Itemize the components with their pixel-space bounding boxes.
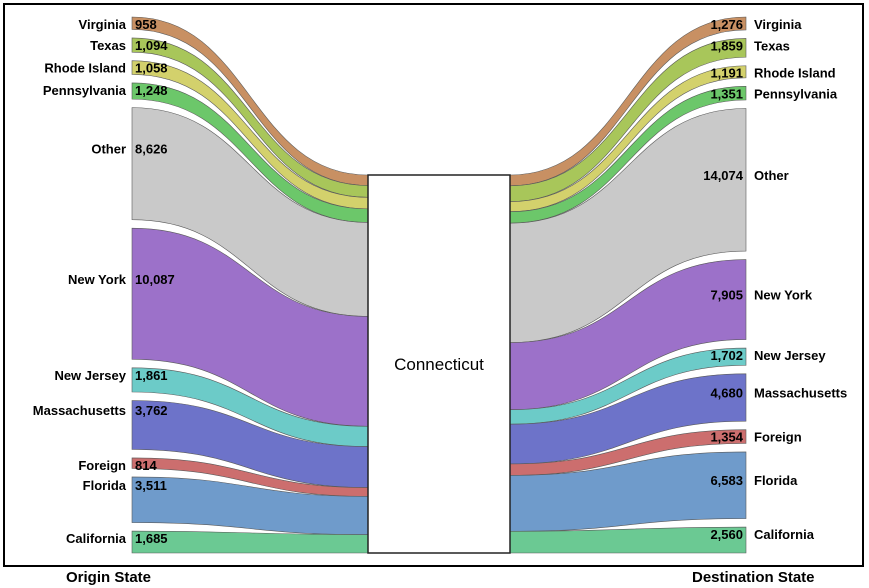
- destination-value-virginia: 1,276: [710, 17, 743, 32]
- destination-value-california: 2,560: [710, 527, 743, 542]
- destination-flow-texas: [509, 38, 747, 202]
- destination-label-other: Other: [754, 168, 789, 183]
- destination-flow-foreign: [509, 429, 747, 476]
- destination-value-pennsylvania: 1,351: [710, 86, 743, 101]
- destination-value-texas: 1,859: [710, 38, 743, 53]
- origin-value-foreign: 814: [135, 458, 157, 473]
- origin-value-new-jersey: 1,861: [135, 368, 168, 383]
- destination-value-massachusetts: 4,680: [710, 386, 743, 401]
- origin-label-new-york: New York: [68, 272, 127, 287]
- destination-label-texas: Texas: [754, 38, 790, 53]
- destination-label-california: California: [754, 527, 815, 542]
- destination-flow-florida: [509, 451, 747, 532]
- chart-frame: Connecticut Virginia 958 Texas 1,094 Rhode Is…: [3, 3, 864, 567]
- center-node-label: Connecticut: [394, 355, 484, 374]
- destination-flow-virginia: [509, 16, 747, 187]
- sankey-chart: Connecticut Virginia 958 Texas 1,094 Rhode Is…: [33, 16, 847, 554]
- origin-value-pennsylvania: 1,248: [135, 83, 168, 98]
- flow-bands: [131, 16, 747, 554]
- destination-label-virginia: Virginia: [754, 17, 802, 32]
- destination-label-rhode-island: Rhode Island: [754, 66, 836, 81]
- origin-value-texas: 1,094: [135, 38, 168, 53]
- origin-value-florida: 3,511: [135, 478, 167, 493]
- origin-label-florida: Florida: [83, 478, 127, 493]
- origin-axis-title: Origin State: [66, 569, 152, 586]
- destination-flow-new-jersey: [509, 347, 747, 425]
- destination-flow-new-york: [509, 259, 747, 411]
- destination-label-florida: Florida: [754, 473, 798, 488]
- destination-value-rhode-island: 1,191: [710, 66, 743, 81]
- destination-value-other: 14,074: [703, 168, 744, 183]
- origin-value-california: 1,685: [135, 531, 168, 546]
- destination-flow-pennsylvania: [509, 86, 747, 224]
- destination-flow-california: [509, 526, 747, 554]
- origin-value-massachusetts: 3,762: [135, 403, 168, 418]
- origin-label-pennsylvania: Pennsylvania: [43, 83, 127, 98]
- origin-label-texas: Texas: [90, 38, 126, 53]
- destination-label-new-jersey: New Jersey: [754, 348, 826, 363]
- origin-label-california: California: [66, 531, 127, 546]
- destination-value-new-jersey: 1,702: [710, 348, 743, 363]
- destination-label-foreign: Foreign: [754, 430, 802, 445]
- destination-label-new-york: New York: [754, 288, 813, 303]
- destination-value-foreign: 1,354: [710, 430, 743, 445]
- destination-value-new-york: 7,905: [710, 288, 743, 303]
- origin-label-rhode-island: Rhode Island: [44, 61, 126, 76]
- origin-label-new-jersey: New Jersey: [54, 368, 126, 383]
- destination-axis-title: Destination State: [692, 569, 815, 586]
- origin-label-foreign: Foreign: [78, 458, 126, 473]
- destination-flow-other: [509, 108, 747, 343]
- center-node: [367, 174, 511, 554]
- origin-label-other: Other: [91, 142, 126, 157]
- origin-value-virginia: 958: [135, 17, 157, 32]
- origin-value-new-york: 10,087: [135, 272, 175, 287]
- origin-value-rhode-island: 1,058: [135, 61, 168, 76]
- destination-value-florida: 6,583: [710, 473, 743, 488]
- destination-label-pennsylvania: Pennsylvania: [754, 86, 838, 101]
- origin-label-massachusetts: Massachusetts: [33, 403, 126, 418]
- origin-value-other: 8,626: [135, 142, 168, 157]
- destination-label-massachusetts: Massachusetts: [754, 386, 847, 401]
- destination-flow-rhode-island: [509, 65, 747, 213]
- destination-flow-massachusetts: [509, 373, 747, 465]
- origin-label-virginia: Virginia: [79, 17, 127, 32]
